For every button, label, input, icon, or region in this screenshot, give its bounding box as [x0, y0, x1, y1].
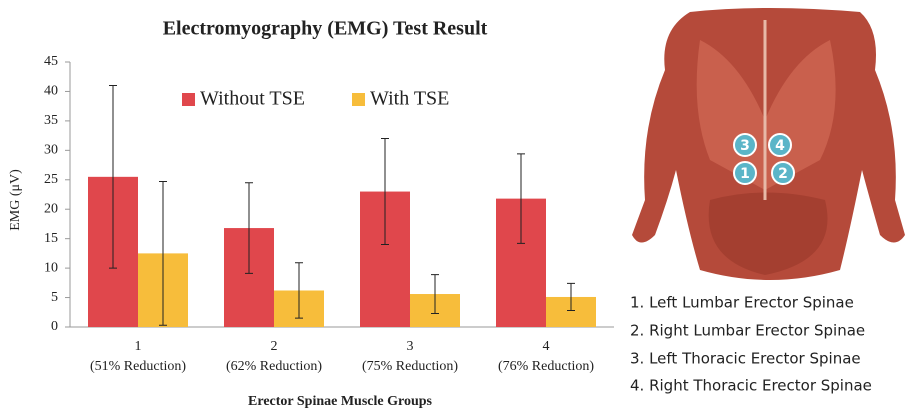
x-tick-note: (75% Reduction)	[362, 359, 458, 374]
y-tick-label: 15	[44, 231, 58, 246]
x-tick-label: 1	[135, 339, 142, 354]
x-tick-label: 4	[543, 339, 550, 354]
y-tick-label: 5	[51, 290, 58, 305]
y-tick-label: 30	[44, 143, 58, 158]
y-tick-label: 0	[51, 319, 58, 334]
page: Electromyography (EMG) Test Result EMG (…	[0, 0, 923, 412]
y-tick-label: 10	[44, 260, 58, 275]
muscle-legend: 4. Right Thoracic Erector Spinae	[630, 377, 872, 395]
y-tick-label: 45	[44, 54, 58, 69]
x-tick-label: 3	[407, 339, 414, 354]
x-tick-label: 2	[271, 339, 278, 354]
y-axis-label: EMG (μV)	[8, 169, 23, 231]
y-tick-label: 35	[44, 113, 58, 128]
legend-label: With TSE	[370, 88, 449, 110]
muscle-marker-label: 1	[740, 166, 750, 182]
x-tick-note: (51% Reduction)	[90, 359, 186, 374]
chart-title: Electromyography (EMG) Test Result	[163, 18, 488, 40]
x-tick-note: (76% Reduction)	[498, 359, 594, 374]
muscle-marker-label: 3	[740, 138, 750, 154]
chart: Electromyography (EMG) Test Result EMG (…	[0, 0, 923, 412]
y-tick-label: 20	[44, 201, 58, 216]
muscle-legend: 3. Left Thoracic Erector Spinae	[630, 350, 861, 368]
y-tick-label: 25	[44, 172, 58, 187]
muscle-legend: 1. Left Lumbar Erector Spinae	[630, 294, 854, 312]
muscle-legend: 2. Right Lumbar Erector Spinae	[630, 322, 865, 340]
x-tick-note: (62% Reduction)	[226, 359, 322, 374]
x-axis-label: Erector Spinae Muscle Groups	[248, 394, 433, 409]
legend-label: Without TSE	[200, 88, 305, 110]
muscle-marker-label: 4	[775, 138, 785, 154]
muscle-marker-label: 2	[778, 166, 788, 182]
y-tick-label: 40	[44, 84, 58, 99]
legend-swatch	[352, 93, 365, 106]
legend-swatch	[182, 93, 195, 106]
